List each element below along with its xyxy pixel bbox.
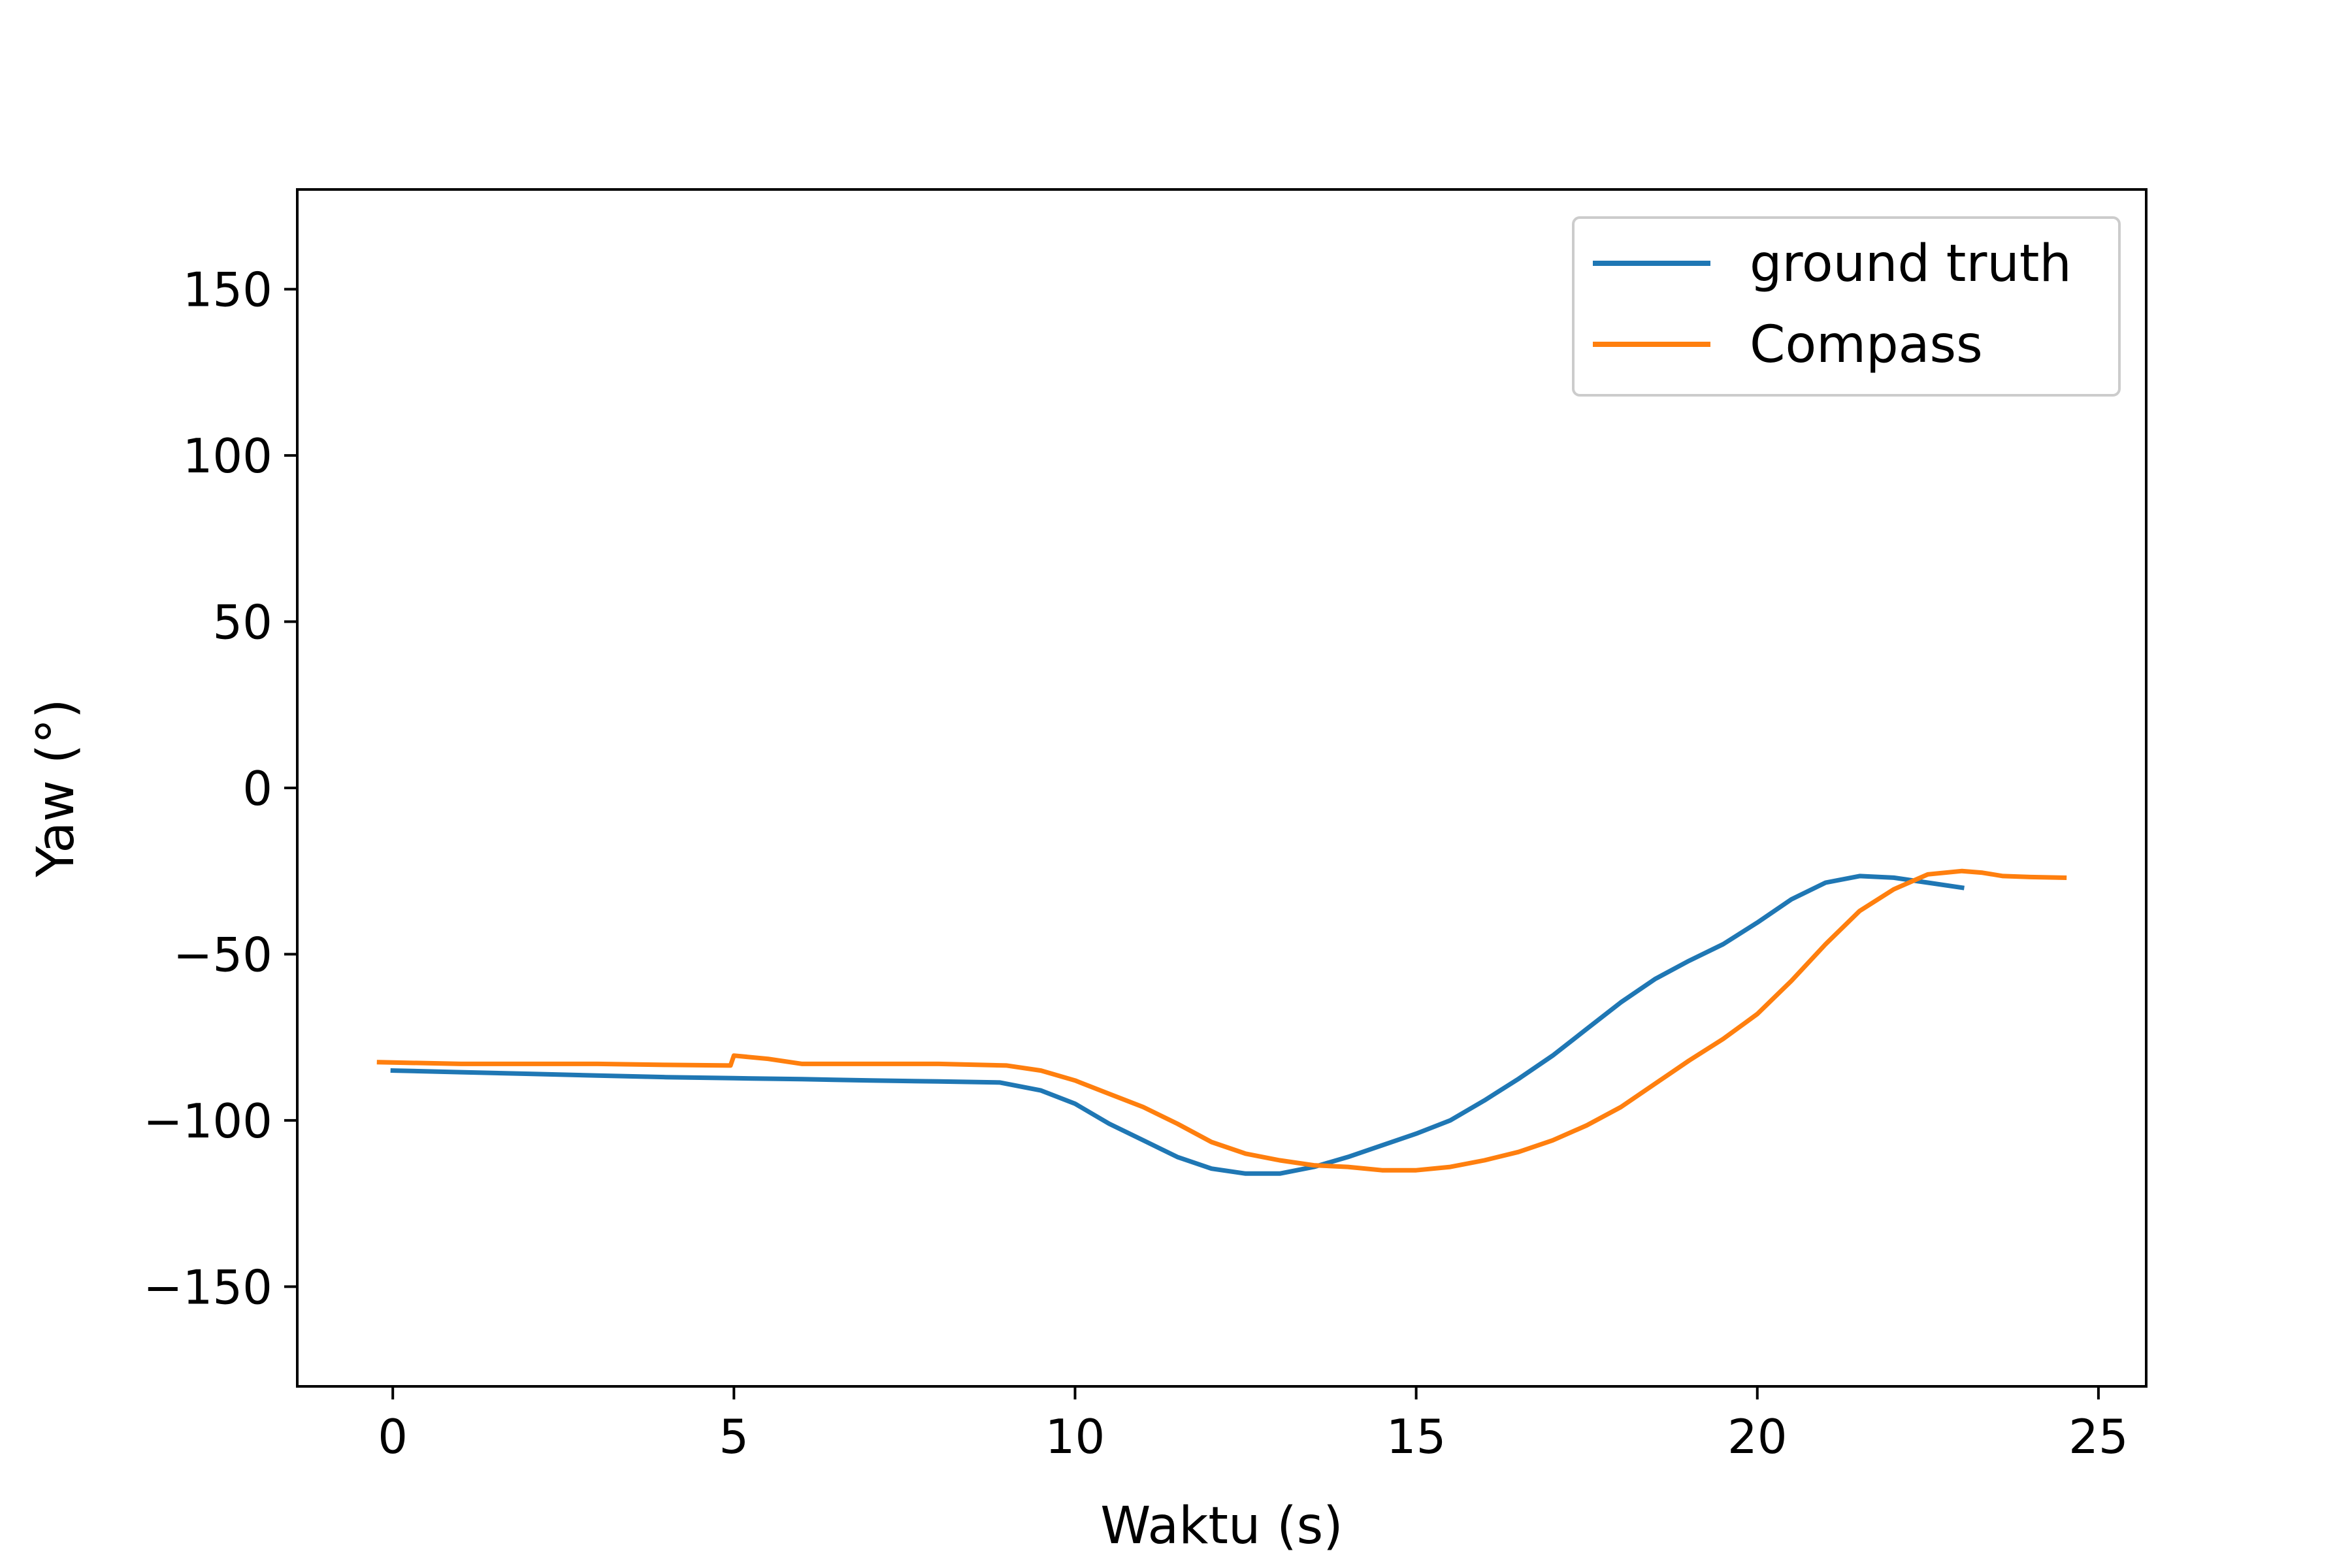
y-tick-label: 0 — [242, 761, 272, 816]
series-layer — [376, 868, 2067, 1176]
x-tick-label: 0 — [378, 1409, 408, 1464]
legend-label-ground-truth: ground truth — [1750, 235, 2072, 293]
y-tick-label: 100 — [183, 429, 272, 483]
legend: ground truth Compass — [1572, 216, 2121, 397]
y-axis-ticks: 150 100 50 0 −50 −100 −150 — [143, 263, 297, 1315]
x-tick-label: 20 — [1727, 1409, 1788, 1464]
y-axis-label: Yaw (°) — [27, 698, 86, 877]
x-tick-label: 15 — [1386, 1409, 1446, 1464]
y-tick-label: 50 — [212, 595, 272, 650]
legend-label-compass: Compass — [1750, 316, 1983, 374]
x-tick-label: 25 — [2068, 1409, 2129, 1464]
x-tick-label: 5 — [719, 1409, 749, 1464]
x-tick-label: 10 — [1045, 1409, 1105, 1464]
series-line-ground-truth — [390, 874, 1965, 1176]
x-axis-label: Waktu (s) — [1100, 1497, 1343, 1556]
y-tick-label: −50 — [173, 927, 272, 982]
y-tick-label: −150 — [143, 1260, 272, 1315]
y-tick-label: 150 — [183, 263, 272, 318]
x-axis-ticks: 0 5 10 15 20 25 — [378, 1386, 2129, 1464]
series-line-compass — [376, 868, 2067, 1173]
y-tick-label: −100 — [143, 1094, 272, 1149]
